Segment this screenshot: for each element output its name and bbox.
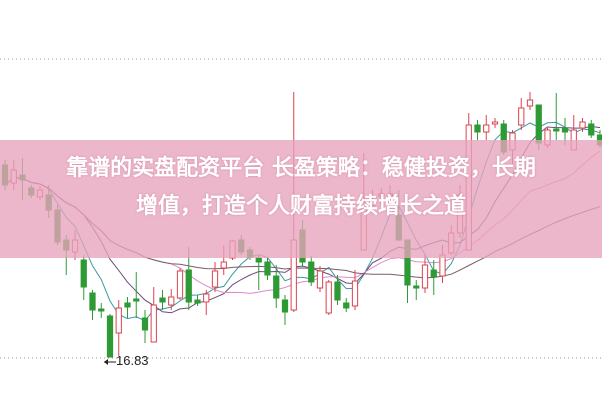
- candle: [273, 265, 280, 308]
- candle-body: [98, 308, 105, 312]
- candle-body: [159, 297, 166, 303]
- candle-body: [176, 270, 184, 299]
- candle-body: [281, 299, 289, 313]
- candle-body: [273, 275, 280, 299]
- candle: [483, 115, 490, 140]
- candle: [176, 268, 184, 300]
- candle-body: [220, 261, 227, 269]
- candle: [474, 120, 481, 140]
- candle-body: [141, 317, 149, 331]
- candle-body: [439, 254, 446, 277]
- candle: [316, 266, 324, 292]
- candle: [194, 295, 201, 306]
- low-arrow-icon: [104, 359, 116, 365]
- candle-body: [526, 99, 534, 107]
- candle-body: [203, 293, 210, 303]
- banner-line-1: 靠谱的实盘配资平台 长盈策略：稳健投资，长期: [66, 156, 536, 181]
- candle: [98, 303, 105, 318]
- candle-body: [535, 104, 542, 144]
- candle-body: [255, 257, 262, 263]
- banner-text: 靠谱的实盘配资平台 长盈策略：稳健投资，长期 增值，打造个人财富持续增长之道: [0, 150, 602, 226]
- candle-body: [491, 121, 499, 125]
- candle-body: [115, 307, 122, 334]
- candle-body: [518, 107, 525, 126]
- candle-body: [89, 292, 96, 311]
- candle-body: [316, 270, 324, 289]
- candle-body: [588, 123, 595, 136]
- candle: [264, 258, 271, 280]
- candle-body: [483, 124, 490, 133]
- candle-body: [343, 302, 350, 309]
- candle-body: [413, 285, 420, 289]
- low-price-label: 16.83: [116, 353, 149, 368]
- candle: [80, 255, 87, 300]
- candle-body: [579, 121, 586, 129]
- candle: [325, 280, 332, 315]
- candle-body: [211, 270, 219, 288]
- candle-body: [168, 296, 175, 306]
- candle: [579, 118, 586, 132]
- candle-body: [334, 281, 341, 301]
- candle-body: [150, 304, 157, 343]
- candle-body: [325, 281, 332, 314]
- candle: [334, 275, 341, 305]
- banner-overlay: [0, 140, 602, 258]
- candle-body: [421, 264, 429, 289]
- candle: [281, 295, 289, 325]
- candle: [526, 92, 534, 110]
- candle-body: [194, 299, 201, 304]
- candle: [343, 298, 350, 312]
- candle: [413, 280, 420, 300]
- candle: [133, 272, 140, 318]
- candle-body: [264, 261, 271, 276]
- candle: [491, 118, 499, 128]
- candle-body: [553, 128, 560, 132]
- candle: [150, 287, 157, 343]
- candle-body: [80, 259, 87, 288]
- candle-body: [308, 261, 315, 283]
- candle: [115, 300, 122, 356]
- candle: [430, 260, 437, 295]
- candle: [553, 93, 560, 140]
- candle-body: [185, 269, 192, 303]
- candle-body: [430, 269, 437, 278]
- candle: [106, 314, 114, 358]
- candle: [168, 289, 175, 310]
- candle: [588, 120, 595, 138]
- candle: [211, 262, 219, 292]
- candle: [141, 310, 149, 343]
- banner-line-2: 增值，打造个人财富持续增长之道: [135, 194, 466, 219]
- candle-body: [474, 124, 481, 133]
- candle: [518, 98, 525, 130]
- candle-body: [106, 315, 114, 358]
- candle: [351, 270, 359, 310]
- candle: [89, 290, 96, 320]
- candle-body: [561, 127, 569, 133]
- candle-body: [124, 302, 131, 308]
- candle: [421, 255, 429, 293]
- candle-body: [133, 298, 140, 302]
- candle: [203, 290, 210, 315]
- candle: [308, 256, 315, 286]
- candle-body: [351, 280, 359, 307]
- candle: [159, 290, 166, 310]
- candle: [255, 255, 262, 290]
- candle: [124, 297, 131, 318]
